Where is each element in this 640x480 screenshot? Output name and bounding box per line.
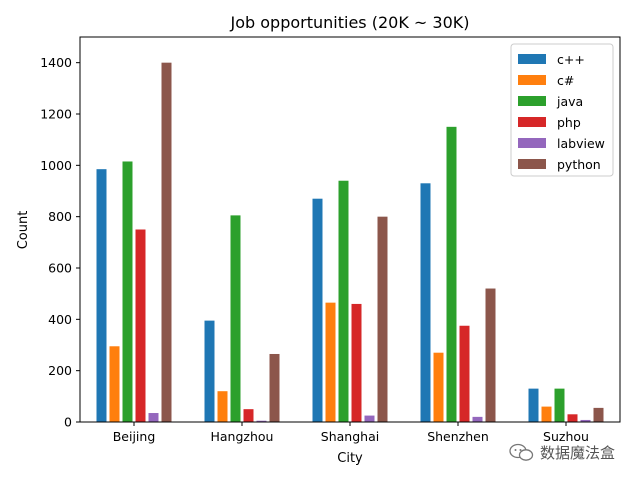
bar-labview-beijing: [148, 413, 159, 422]
bar-php-hangzhou: [243, 409, 254, 422]
bar-python-suzhou: [593, 407, 604, 422]
y-tick-label: 1400: [40, 55, 72, 70]
bar-php-shanghai: [351, 303, 362, 422]
x-tick-label: Hangzhou: [211, 429, 274, 444]
legend-label-c++: c++: [557, 52, 585, 67]
y-tick-label: 800: [48, 209, 72, 224]
bar-c++-shenzhen: [420, 183, 431, 422]
chart-title: Job opportunities (20K ~ 30K): [230, 13, 470, 32]
watermark-text: 数据魔法盒: [540, 444, 615, 462]
bar-python-shenzhen: [485, 288, 496, 422]
bar-java-suzhou: [554, 388, 565, 422]
bar-c#-suzhou: [541, 406, 552, 422]
bar-python-hangzhou: [269, 353, 280, 422]
bar-php-beijing: [135, 229, 146, 422]
series-labview: [148, 413, 591, 422]
y-tick-label: 0: [64, 415, 72, 430]
bar-c++-shanghai: [312, 198, 323, 422]
y-tick-label: 200: [48, 363, 72, 378]
series-php: [135, 229, 578, 422]
bar-c#-shenzhen: [433, 352, 444, 422]
y-tick-label: 1200: [40, 107, 72, 122]
x-tick-label: Beijing: [113, 429, 156, 444]
legend-swatch-java: [518, 96, 546, 106]
legend-swatch-python: [518, 159, 546, 169]
bar-java-shenzhen: [446, 126, 457, 422]
series-c++: [96, 169, 539, 422]
x-axis-label: City: [337, 451, 363, 466]
bar-java-shanghai: [338, 180, 349, 422]
legend-label-python: python: [557, 157, 601, 172]
x-tick-label: Suzhou: [543, 429, 589, 444]
legend-swatch-php: [518, 117, 546, 127]
legend-swatch-labview: [518, 138, 546, 148]
y-tick-label: 1000: [40, 158, 72, 173]
legend-label-java: java: [556, 94, 583, 109]
bar-java-beijing: [122, 161, 133, 423]
watermark: 数据魔法盒: [509, 443, 615, 462]
bar-python-beijing: [161, 62, 172, 423]
legend: c++ c# java php labview python: [510, 43, 614, 177]
bar-c++-hangzhou: [204, 320, 215, 422]
bar-labview-suzhou: [580, 419, 591, 422]
bar-c++-suzhou: [528, 388, 539, 422]
bar-labview-hangzhou: [256, 420, 267, 422]
legend-label-labview: labview: [557, 136, 605, 151]
bar-c#-shanghai: [325, 302, 336, 422]
y-tick-label: 400: [48, 312, 72, 327]
y-axis: 0 200 400 600 800 1000 1200 1400: [40, 55, 80, 430]
y-axis-label: Count: [16, 211, 31, 250]
series-python: [161, 62, 604, 423]
bar-php-suzhou: [567, 414, 578, 422]
bar-c#-hangzhou: [217, 391, 228, 422]
legend-swatch-c++: [518, 54, 546, 64]
bar-php-shenzhen: [459, 325, 470, 422]
bar-labview-shanghai: [364, 415, 375, 422]
wechat-icon: [509, 443, 534, 461]
x-tick-label: Shenzhen: [427, 429, 489, 444]
x-axis: Beijing Hangzhou Shanghai Shenzhen Suzhou: [113, 422, 589, 444]
series-java: [122, 126, 565, 423]
series-c#: [109, 302, 552, 422]
legend-swatch-c#: [518, 75, 546, 85]
legend-label-c#: c#: [557, 73, 574, 88]
bar-c#-beijing: [109, 346, 120, 422]
bar-labview-shenzhen: [472, 416, 483, 422]
x-tick-label: Shanghai: [321, 429, 379, 444]
bar-java-hangzhou: [230, 215, 241, 422]
bar-python-shanghai: [377, 216, 388, 422]
bar-c++-beijing: [96, 169, 107, 422]
legend-label-php: php: [557, 115, 581, 130]
y-tick-label: 600: [48, 261, 72, 276]
